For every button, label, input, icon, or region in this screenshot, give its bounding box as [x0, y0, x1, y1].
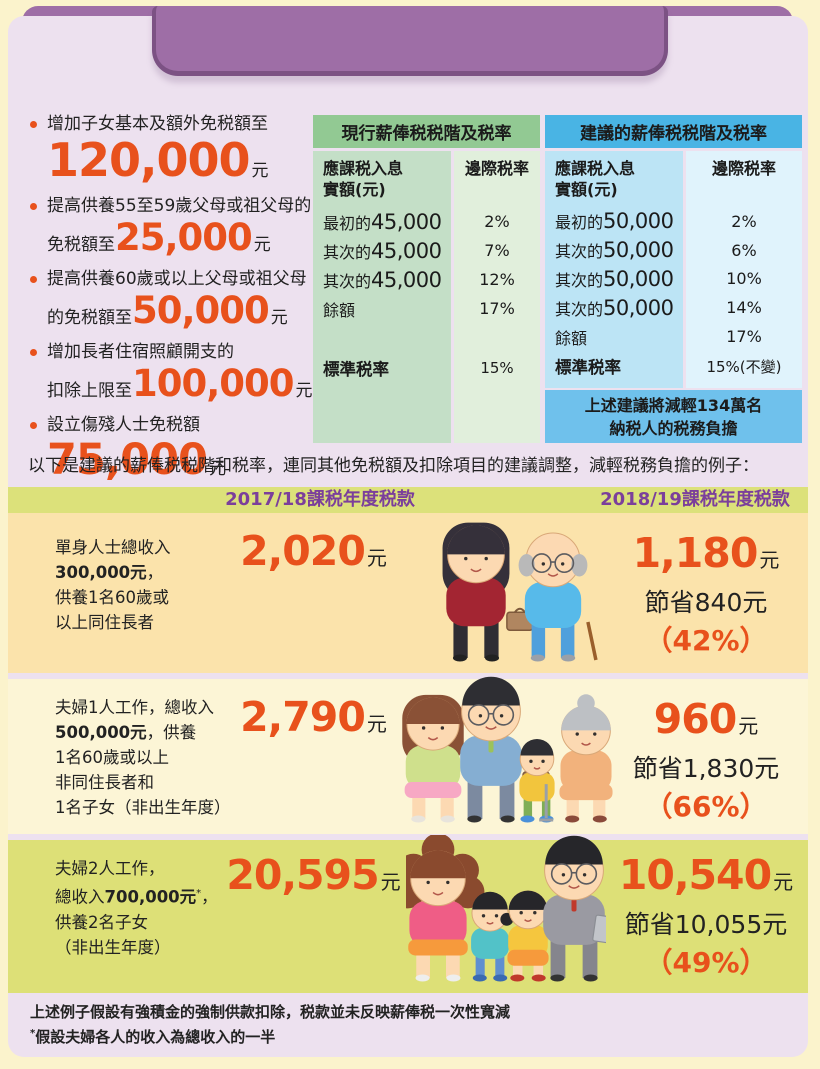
table-title: 建議的薪俸税税階及税率: [545, 115, 802, 148]
current-tax-table: 現行薪俸税税階及税率 應課税入息 實額(元) 邊際税率 最初的 45,000 2% 其次的 45…: [313, 115, 540, 443]
saving-percentage: （49%）: [644, 946, 768, 979]
illustration-working-couple-with-two-children: [391, 833, 617, 989]
folder-tab: [152, 6, 668, 76]
example-description: 夫婦1人工作，總收入 500,000元，供養 1名60歲或以上 非同住長者和 1名子女（…: [55, 698, 231, 817]
proposal-item: 增加長者住宿照顧開支的 扣除上限至100,000 元: [30, 340, 322, 404]
figure-father-with-folder: [543, 835, 617, 982]
table-column-headers: 應課税入息 實額(元) 邊際税率: [545, 151, 802, 207]
example-description: 單身人士總收入 300,000元， 供養1名60歲或 以上同住長者: [55, 538, 171, 632]
table-body: 應課税入息 實額(元) 邊際税率 最初的 50,000 2% 其次的 50,000 6% 其次的 5…: [545, 151, 802, 388]
tax-band-row: 餘額 17%: [545, 322, 802, 352]
figure-young-boy: [519, 738, 555, 823]
tax-2017-18: 20,595 元: [226, 851, 401, 899]
illustration-single-person-with-elderly-man: [431, 515, 601, 669]
column-header-2017-18: 2017/18課税年度税款: [225, 489, 415, 510]
rate-column-header: 邊際税率: [686, 151, 802, 207]
figure-woman-office-worker: [442, 522, 534, 662]
figure-mother: [402, 694, 464, 823]
tax-2018-19: 10,540 元節省10,055元 （49%）: [606, 851, 806, 981]
tax-band-row: 最初的 45,000 2%: [313, 207, 540, 236]
bullet-dot: [30, 121, 37, 128]
example-row: 夫婦1人工作，總收入 500,000元，供養 1名60歲或以上 非同住長者和 1名子女（…: [8, 676, 808, 834]
bullet-dot: [30, 275, 37, 283]
example-row: 夫婦2人工作， 總收入700,000元*， 供養2名子女 （非出生年度） 20,595 元…: [8, 833, 808, 993]
tax-2017-18: 2,790 元: [240, 693, 387, 741]
examples-intro: 以下是建議的薪俸税税階和税率，連同其他免税額及扣除項目的建議調整，減輕税務負擔的…: [28, 456, 759, 476]
figure-father-with-briefcase: [460, 676, 550, 823]
tax-band-row: 其次的 50,000 10%: [545, 264, 802, 294]
tax-band-row: 最初的 50,000 2%: [545, 206, 802, 236]
tax-band-row: 餘額 17%: [313, 294, 540, 323]
tax-2017-amount: 2,020: [240, 527, 366, 575]
figure-young-boy: [471, 891, 509, 982]
proposal-item: 提高供養60歲或以上父母或祖父母 的免税額至50,000 元: [30, 267, 322, 331]
figure-elderly-man-with-cane: [518, 532, 598, 662]
table-title: 現行薪俸税税階及税率: [313, 115, 540, 148]
proposed-tax-table: 建議的薪俸税税階及税率 應課税入息 實額(元) 邊際税率 最初的 50,000 2% 其次的 5…: [545, 115, 802, 443]
tax-2017-amount: 20,595: [226, 851, 379, 899]
table-body: 應課税入息 實額(元) 邊際税率 最初的 45,000 2% 其次的 45,000 7% 其次的 4…: [313, 151, 540, 443]
footnote-line: *假設夫婦各人的收入為總收入的一半: [30, 1028, 276, 1046]
tax-2017-amount: 2,790: [240, 693, 366, 741]
income-column-header: 應課税入息 實額(元): [545, 151, 683, 207]
tax-2017-18: 2,020 元: [240, 527, 387, 575]
footnotes: 上述例子假設有強積金的強制供款扣除，税款並未反映薪俸税一次性寬減 *假設夫婦各人的…: [30, 1002, 790, 1048]
saving-amount: 節省1,830元: [632, 754, 780, 783]
tax-band-row: 其次的 50,000 14%: [545, 293, 802, 323]
tax-2018-amount-line: 10,540 元: [618, 851, 794, 899]
proposal-item: 增加子女基本及額外免税額至 120,000 元: [30, 112, 322, 185]
figure-grandmother-with-cane: [539, 694, 613, 823]
beneficiaries-note: 上述建議將減輕134萬名 納税人的税務負擔: [545, 390, 802, 443]
example-description: 夫婦2人工作， 總收入700,000元*， 供養2名子女 （非出生年度）: [55, 859, 218, 957]
tax-band-row: 其次的 45,000 12%: [313, 265, 540, 294]
tax-band-row: 其次的 50,000 6%: [545, 235, 802, 265]
tax-2018-amount: 10,540: [618, 851, 772, 899]
proposal-item: 提高供養55至59歲父母或祖父母的 免税額至25,000 元: [30, 194, 322, 258]
table-column-headers: 應課税入息 實額(元) 邊際税率: [313, 151, 540, 207]
standard-rate-row: 標準税率 15%: [313, 353, 540, 383]
column-header-2018-19: 2018/19課税年度税款: [600, 489, 790, 510]
tax-2018-amount-line: 960 元: [653, 695, 759, 743]
saving-amount: 節省840元: [644, 588, 768, 617]
saving-percentage: （42%）: [644, 624, 768, 657]
tax-2018-19: 960 元節省1,830元 （66%）: [606, 695, 806, 825]
proposal-list: 增加子女基本及額外免税額至 120,000 元提高供養55至59歲父母或祖父母的 免税…: [30, 112, 322, 492]
proposal-item: 設立傷殘人士免税額 75,000 元: [30, 413, 322, 483]
tax-band-row: 其次的 45,000 7%: [313, 236, 540, 265]
standard-rate-row: 標準税率 15%(不變): [545, 351, 802, 382]
illustration-svg: [391, 833, 617, 982]
tax-2018-amount: 960: [653, 695, 738, 743]
tax-2018-19: 1,180 元節省840元 （42%）: [606, 529, 806, 659]
footnote-line: 上述例子假設有強積金的強制供款扣除，税款並未反映薪俸税一次性寬減: [30, 1003, 511, 1021]
year-header-band: 2017/18課税年度税款 2018/19課税年度税款: [8, 487, 808, 513]
bullet-dot: [30, 348, 37, 356]
illustration-svg: [402, 676, 613, 823]
tax-2018-amount-line: 1,180 元: [632, 529, 780, 577]
rate-column-header: 邊際税率: [454, 151, 540, 207]
tax-2018-amount: 1,180: [632, 529, 759, 577]
income-column-header: 應課税入息 實額(元): [313, 151, 451, 207]
bullet-dot: [30, 202, 37, 210]
example-row: 單身人士總收入 300,000元， 供養1名60歲或 以上同住長者 2,020 元 1,18…: [8, 513, 808, 673]
bullet-dot: [30, 421, 37, 429]
illustration-family-with-child-and-grandmother: [401, 676, 616, 830]
illustration-svg: [442, 522, 598, 662]
saving-amount: 節省10,055元: [624, 910, 788, 939]
saving-percentage: （66%）: [644, 790, 768, 823]
